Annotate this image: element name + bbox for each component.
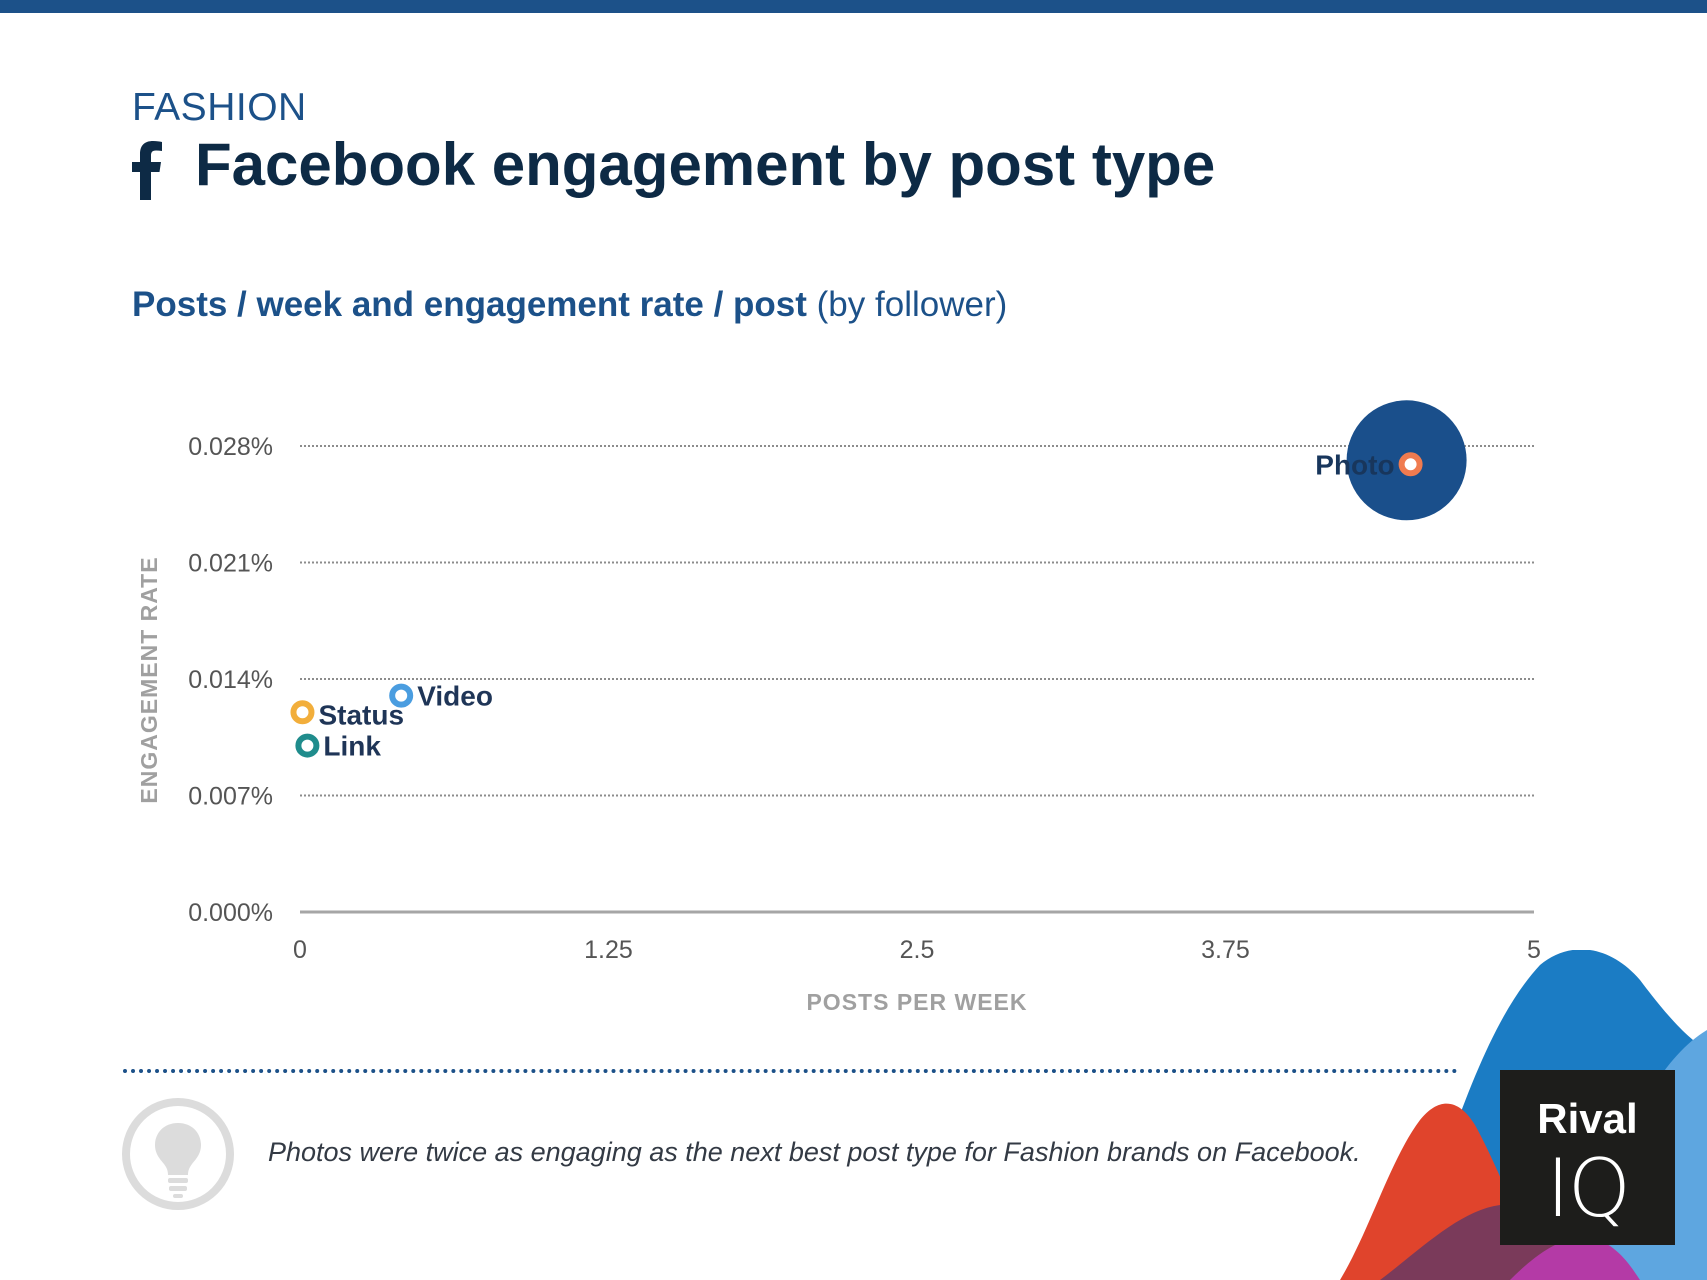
y-tick-label: 0.014% (188, 666, 273, 694)
y-axis-title: ENGAGEMENT RATE (136, 556, 162, 803)
grid-lines (300, 445, 1534, 914)
axes: 0.000% 0.007% 0.014% 0.021% 0.028% 0 1.25 2.5 3.… (136, 433, 1541, 1015)
data-point (1398, 452, 1423, 477)
data-label: Photo (1315, 449, 1394, 480)
section-divider (123, 1069, 1458, 1073)
chart-title: Facebook engagement by post type (195, 131, 1216, 198)
lightbulb-icon (122, 1098, 234, 1210)
y-tick-label: 0.021% (188, 550, 273, 578)
data-point (295, 733, 320, 758)
y-tick-label: 0.028% (188, 433, 273, 461)
x-tick-label: 1.25 (584, 936, 633, 964)
x-axis-title: POSTS PER WEEK (806, 989, 1027, 1015)
logo-rival-text: Rival (1537, 1095, 1638, 1142)
data-label: Link (323, 731, 381, 762)
logo-iq-text: IQ (1546, 1142, 1631, 1235)
top-accent-bar (0, 0, 1707, 13)
x-tick-label: 0 (293, 936, 307, 964)
subtitle-regular-part: (by follower) (816, 285, 1008, 324)
x-tick-label: 2.5 (900, 936, 935, 964)
data-point (290, 700, 315, 725)
chart-subtitle: Posts / week and engagement rate / post … (132, 285, 1007, 325)
scatter-chart: 0.000% 0.007% 0.014% 0.021% 0.028% 0 1.25 2.5 3.… (136, 400, 1541, 1015)
data-point (389, 683, 414, 708)
facebook-icon (132, 141, 162, 200)
x-tick-label: 5 (1527, 936, 1541, 964)
subtitle-bold-part: Posts / week and engagement rate / post (132, 285, 807, 324)
insight-text: Photos were twice as engaging as the nex… (268, 1137, 1361, 1167)
data-label: Video (417, 681, 493, 712)
x-tick-label: 3.75 (1201, 936, 1250, 964)
y-tick-label: 0.007% (188, 783, 273, 811)
rival-iq-logo: Rival IQ (1500, 1070, 1675, 1245)
data-label: Status (318, 699, 404, 730)
y-tick-label: 0.000% (188, 899, 273, 927)
category-label: FASHION (132, 86, 307, 129)
